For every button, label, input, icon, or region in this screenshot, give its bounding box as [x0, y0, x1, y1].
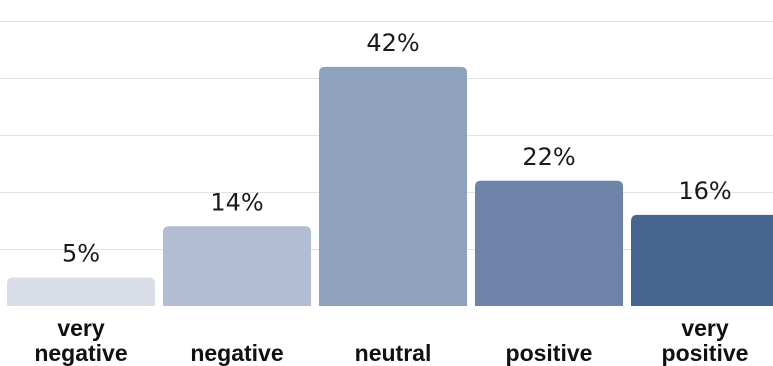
bar-positive	[475, 180, 623, 306]
bar-negative	[163, 226, 311, 306]
category-label-line: negative	[190, 340, 283, 366]
bar-very-positive	[631, 214, 773, 306]
bars	[7, 66, 773, 306]
data-label: 22%	[522, 143, 575, 171]
bar-very-negative	[7, 277, 155, 306]
data-label: 16%	[678, 177, 731, 205]
category-label: negative	[190, 340, 283, 366]
data-labels: 5% 14% 42% 22% 16%	[62, 29, 732, 268]
bar-neutral	[319, 66, 467, 306]
category-label-line: very	[681, 315, 729, 341]
category-label-line: neutral	[355, 340, 432, 366]
data-label: 14%	[210, 188, 263, 216]
data-label: 42%	[366, 29, 419, 57]
category-label: positive	[506, 340, 593, 366]
category-label-line: positive	[506, 340, 593, 366]
category-label-line: positive	[662, 340, 749, 366]
category-label-line: negative	[34, 340, 127, 366]
category-label-line: very	[57, 315, 105, 341]
category-label: neutral	[355, 340, 432, 366]
category-label: very negative	[34, 315, 127, 366]
data-label: 5%	[62, 240, 100, 268]
category-label: very positive	[662, 315, 749, 366]
